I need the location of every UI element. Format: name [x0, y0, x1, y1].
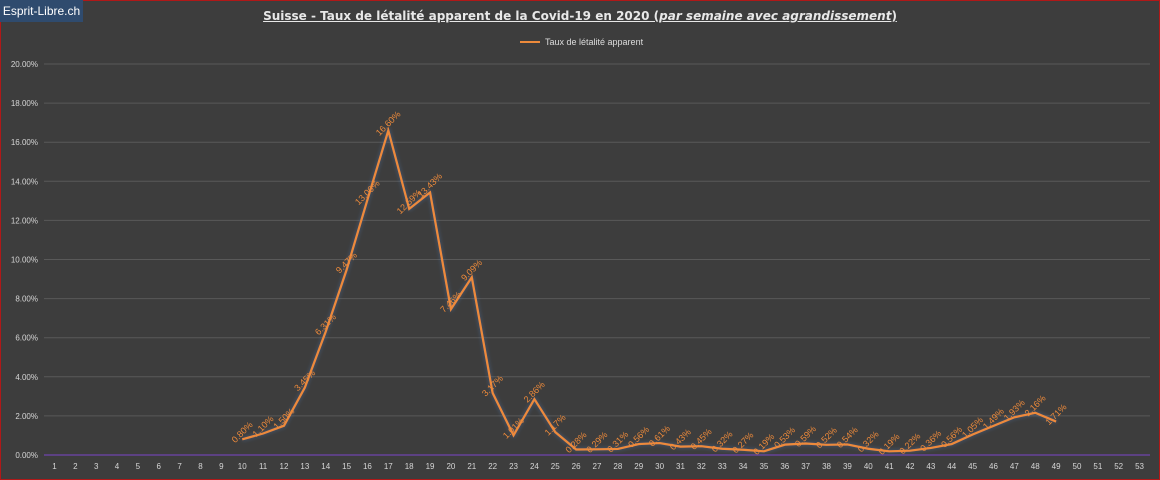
x-tick-label: 41 [885, 462, 894, 471]
x-tick-label: 31 [676, 462, 685, 471]
x-tick-label: 30 [655, 462, 664, 471]
chart-legend: Taux de létalité apparent [520, 37, 643, 47]
x-tick-label: 24 [530, 462, 539, 471]
data-label: 0.29% [584, 430, 609, 455]
x-tick-label: 4 [115, 462, 120, 471]
data-label: 0.56% [626, 424, 651, 449]
x-tick-label: 47 [1010, 462, 1019, 471]
x-tick-label: 44 [947, 462, 956, 471]
chart-title-sub: par semaine avec agrandissement [659, 9, 892, 23]
grid-lines [44, 63, 1150, 456]
x-tick-label: 10 [238, 462, 247, 471]
x-tick-label: 14 [321, 462, 330, 471]
x-tick-label: 49 [1052, 462, 1061, 471]
x-tick-label: 12 [280, 462, 289, 471]
data-label: 0.56% [939, 424, 964, 449]
chart-title: Suisse - Taux de létalité apparent de la… [263, 9, 897, 23]
data-label: 0.22% [897, 431, 922, 456]
chart-title-main: Suisse - Taux de létalité apparent de la… [263, 9, 650, 23]
series-line-group [241, 126, 1057, 453]
data-label: 0.52% [814, 425, 839, 450]
x-tick-label: 26 [572, 462, 581, 471]
data-label: 0.53% [772, 425, 797, 450]
x-tick-label: 21 [467, 462, 476, 471]
x-tick-label: 16 [363, 462, 372, 471]
x-tick-label: 7 [177, 462, 182, 471]
x-tick-label: 32 [697, 462, 706, 471]
x-tick-label: 11 [259, 462, 268, 471]
y-tick-label: 8.00% [15, 295, 38, 304]
data-label: 2.16% [1023, 393, 1048, 418]
x-tick-label: 18 [405, 462, 414, 471]
x-tick-label: 35 [759, 462, 768, 471]
x-tick-label: 3 [94, 462, 99, 471]
x-tick-label: 42 [906, 462, 915, 471]
x-tick-label: 38 [822, 462, 831, 471]
data-labels-group: 0.80%1.10%1.50%3.45%6.31%9.47%13.06%16.6… [230, 109, 1069, 457]
x-tick-label: 50 [1073, 462, 1082, 471]
x-tick-label: 2 [73, 462, 78, 471]
x-tick-label: 8 [198, 462, 203, 471]
x-tick-label: 36 [780, 462, 789, 471]
y-tick-label: 18.00% [11, 99, 38, 108]
x-tick-label: 45 [968, 462, 977, 471]
data-label: 1.50% [271, 406, 296, 431]
x-tick-label: 25 [551, 462, 560, 471]
y-tick-label: 20.00% [11, 60, 38, 69]
y-tick-label: 10.00% [11, 256, 38, 265]
x-tick-label: 34 [739, 462, 748, 471]
x-tick-label: 22 [488, 462, 497, 471]
legend-swatch [520, 41, 540, 43]
data-label: 0.32% [710, 429, 735, 454]
series-line [241, 126, 1057, 453]
x-tick-label: 53 [1135, 462, 1144, 471]
x-tick-label: 6 [157, 462, 162, 471]
x-tick-label: 51 [1093, 462, 1102, 471]
x-tick-label: 9 [219, 462, 224, 471]
x-tick-label: 28 [613, 462, 622, 471]
data-label: 1.05% [960, 415, 985, 440]
x-tick-label: 48 [1031, 462, 1040, 471]
y-tick-label: 4.00% [15, 373, 38, 382]
y-tick-label: 0.00% [15, 451, 38, 460]
data-label: 0.59% [793, 424, 818, 449]
x-tick-label: 39 [843, 462, 852, 471]
brand-logo[interactable]: Esprit-Libre.ch [0, 0, 83, 22]
x-tick-label: 37 [801, 462, 810, 471]
x-tick-label: 1 [52, 462, 57, 471]
x-tick-label: 43 [926, 462, 935, 471]
data-label: 1.49% [981, 406, 1006, 431]
data-label: 0.19% [876, 432, 901, 457]
y-tick-label: 2.00% [15, 412, 38, 421]
x-tick-label: 13 [300, 462, 309, 471]
x-tick-label: 29 [634, 462, 643, 471]
legend-label: Taux de létalité apparent [545, 37, 644, 47]
x-axis-ticks: 1 2 3 4 5 6 7 8 9 10 11 12 13 14 15 16 17 18 19 20 21 22 23 24 2… [52, 462, 1144, 471]
y-tick-label: 16.00% [11, 138, 38, 147]
y-axis-ticks: 0.00% 2.00% 4.00% 6.00% 8.00% 10.00% 12.00% 14.… [11, 60, 38, 460]
x-tick-label: 19 [426, 462, 435, 471]
data-label: 1.71% [1043, 402, 1068, 427]
x-tick-label: 20 [446, 462, 455, 471]
x-tick-label: 33 [718, 462, 727, 471]
x-tick-label: 27 [593, 462, 602, 471]
x-tick-label: 40 [864, 462, 873, 471]
y-tick-label: 6.00% [15, 334, 38, 343]
y-tick-label: 12.00% [11, 216, 38, 225]
x-tick-label: 23 [509, 462, 518, 471]
x-tick-label: 52 [1114, 462, 1123, 471]
y-tick-label: 14.00% [11, 177, 38, 186]
x-tick-label: 15 [342, 462, 351, 471]
x-tick-label: 17 [384, 462, 393, 471]
x-tick-label: 5 [136, 462, 141, 471]
x-tick-label: 46 [989, 462, 998, 471]
